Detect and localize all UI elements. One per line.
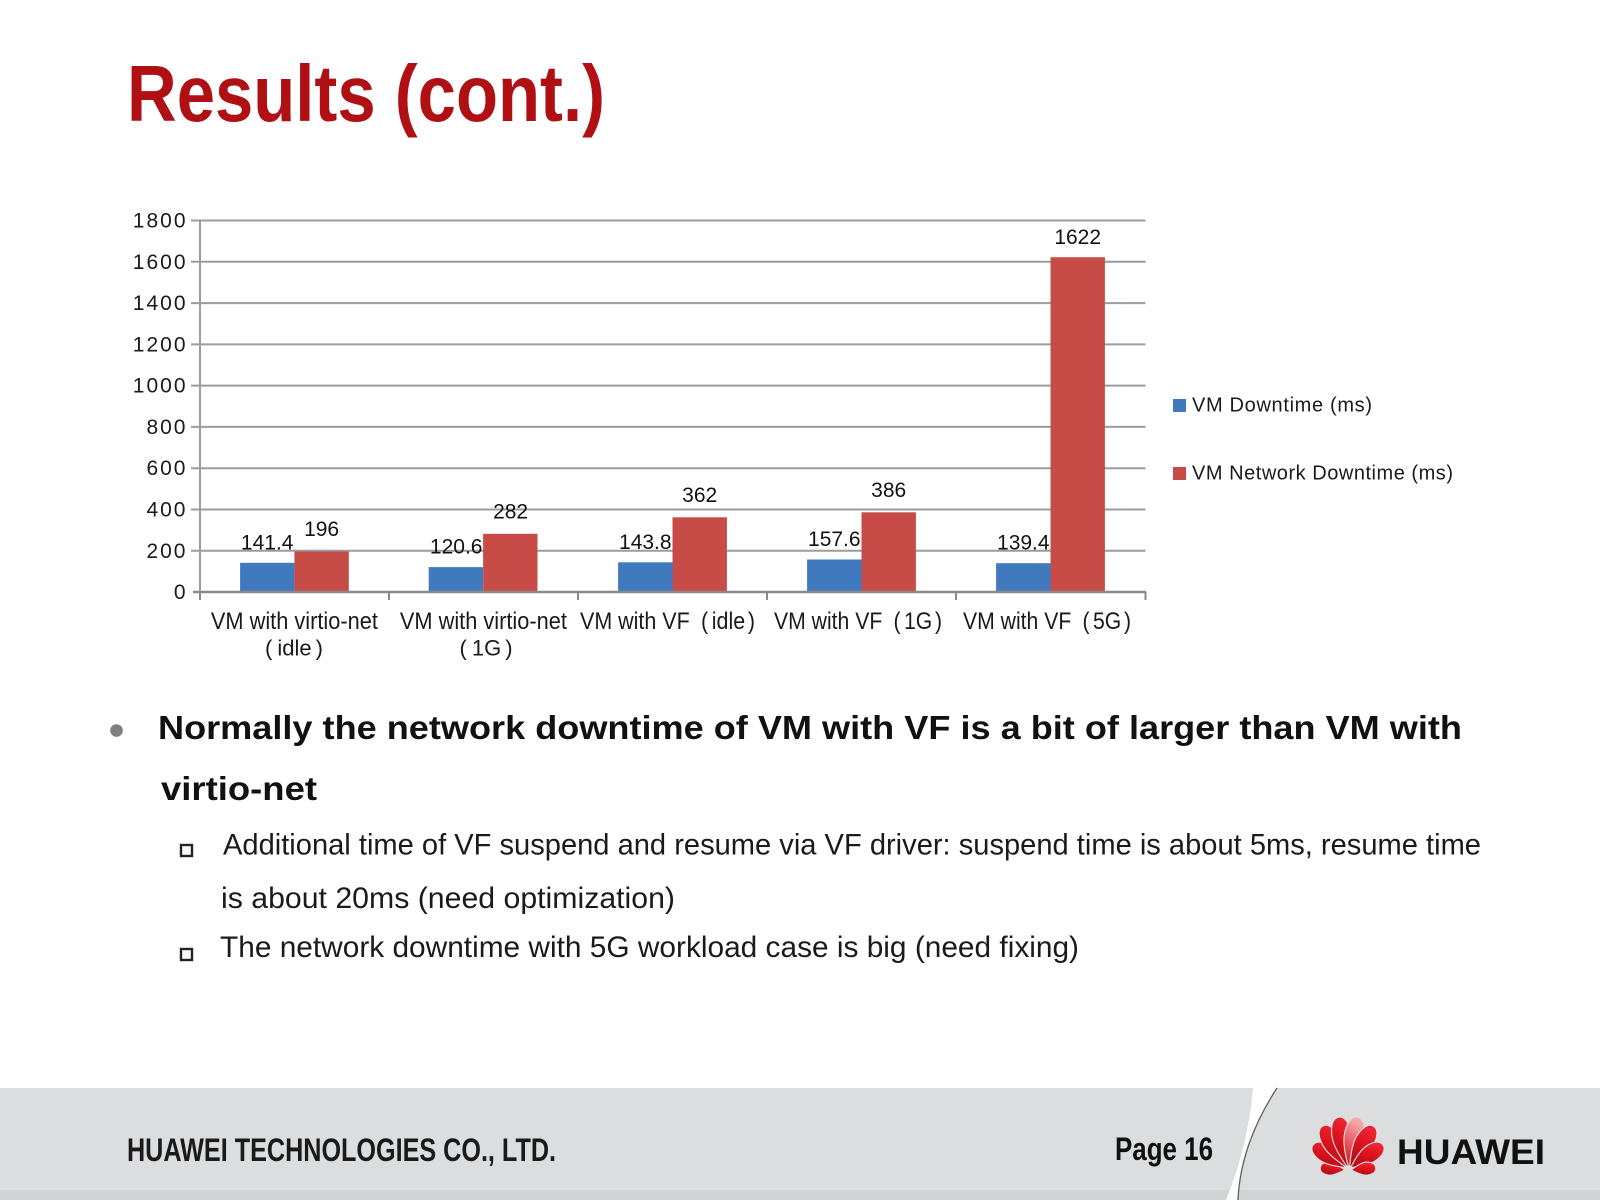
svg-text:400: 400 xyxy=(146,499,187,522)
svg-text:196: 196 xyxy=(304,518,339,541)
svg-text:(idle): (idle) xyxy=(265,636,323,661)
svg-text:The network downtime with 5G w: The network downtime with 5G workload ca… xyxy=(220,931,1079,964)
svg-text:(1G): (1G) xyxy=(460,636,513,661)
svg-text:Normally the network downtime: Normally the network downtime of VM with… xyxy=(158,709,1462,746)
svg-text:VM with VF (1G): VM with VF (1G) xyxy=(774,608,942,635)
svg-text:282: 282 xyxy=(493,500,528,523)
svg-text:is about 20ms (need optimizati: is about 20ms (need optimization) xyxy=(221,882,675,915)
svg-text:600: 600 xyxy=(146,457,187,480)
svg-text:0: 0 xyxy=(174,581,188,604)
svg-text:157.6: 157.6 xyxy=(808,528,861,551)
svg-text:1800: 1800 xyxy=(133,210,188,233)
svg-text:1000: 1000 xyxy=(133,375,188,398)
svg-text:VM with VF (idle): VM with VF (idle) xyxy=(580,608,755,635)
svg-text:VM with virtio-net: VM with virtio-net xyxy=(211,608,378,635)
svg-text:HUAWEI: HUAWEI xyxy=(1397,1133,1545,1172)
svg-text:800: 800 xyxy=(146,416,187,439)
svg-text:VM Network Downtime (ms): VM Network Downtime (ms) xyxy=(1192,463,1453,485)
svg-text:120.6: 120.6 xyxy=(430,536,483,559)
svg-text:virtio-net: virtio-net xyxy=(161,770,317,807)
svg-text:1400: 1400 xyxy=(133,292,188,315)
svg-text:Page 16: Page 16 xyxy=(1115,1131,1213,1167)
svg-text:141.4: 141.4 xyxy=(241,531,294,554)
svg-text:143.8: 143.8 xyxy=(619,531,672,554)
svg-text:Additional time of VF suspend: Additional time of VF suspend and resume… xyxy=(223,829,1481,862)
svg-text:200: 200 xyxy=(146,540,187,563)
svg-text:139.4: 139.4 xyxy=(997,532,1050,555)
svg-text:1622: 1622 xyxy=(1054,226,1101,249)
svg-text:VM with VF (5G): VM with VF (5G) xyxy=(963,608,1131,635)
svg-text:362: 362 xyxy=(682,484,717,507)
svg-text:VM Downtime (ms): VM Downtime (ms) xyxy=(1192,395,1372,417)
svg-text:Results (cont.): Results (cont.) xyxy=(127,49,605,138)
svg-text:386: 386 xyxy=(871,479,906,502)
svg-text:1200: 1200 xyxy=(133,333,188,356)
svg-text:1600: 1600 xyxy=(133,251,188,274)
svg-text:VM with virtio-net: VM with virtio-net xyxy=(400,608,567,635)
svg-text:HUAWEI TECHNOLOGIES CO., LTD.: HUAWEI TECHNOLOGIES CO., LTD. xyxy=(127,1132,556,1168)
